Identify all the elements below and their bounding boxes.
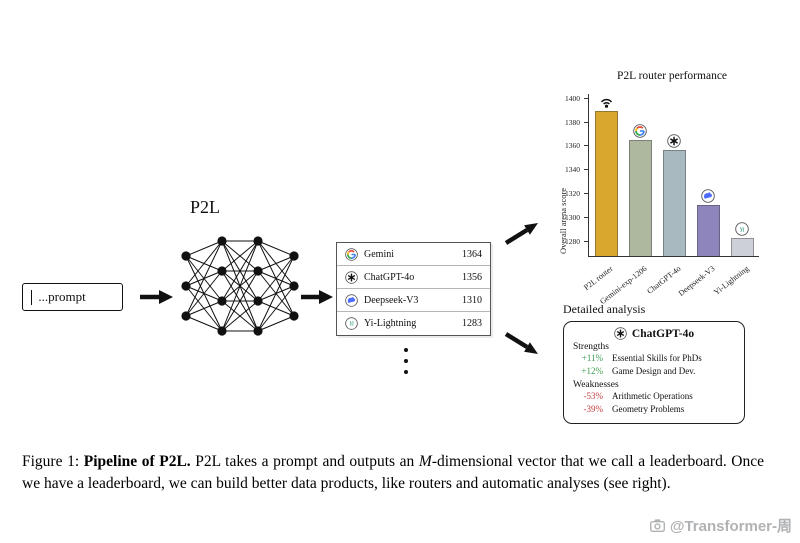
- bar-group: Yi: [727, 222, 757, 256]
- bars-group: Yi: [589, 94, 759, 256]
- model-score: 1283: [462, 318, 482, 329]
- bar-gemini-exp-1206: [628, 140, 652, 256]
- router-icon: [598, 95, 615, 109]
- leaderboard-row: Gemini 1364: [337, 243, 490, 266]
- figure-caption: Figure 1: Pipeline of P2L. P2L takes a p…: [22, 451, 764, 496]
- network-label: P2L: [190, 197, 221, 217]
- watermark-camera-icon: [649, 519, 665, 532]
- neural-network-diagram: [181, 236, 299, 336]
- y-tick-label: 1360: [565, 141, 580, 151]
- delta-value: -39%: [583, 404, 604, 415]
- strengths-label: Strengths: [573, 342, 609, 352]
- prompt-box: ...prompt: [22, 283, 123, 311]
- gemini-icon: [633, 124, 647, 139]
- y-tick-label: 1280: [565, 236, 580, 246]
- caption-body-1: P2L takes a prompt and outputs an: [190, 453, 419, 470]
- plot-area: Yi: [588, 94, 759, 257]
- y-tick-mark: [584, 97, 588, 99]
- analysis-row: +11% Essential Skills for PhDs: [573, 352, 735, 365]
- arrow-leaderboard-to-analysis-icon: [504, 332, 538, 354]
- delta-label: Arithmetic Operations: [612, 391, 693, 402]
- delta-value: +11%: [581, 353, 603, 363]
- bar-group: [693, 189, 723, 256]
- delta-value: -53%: [583, 391, 604, 402]
- arrow-prompt-to-network-icon: [140, 290, 173, 304]
- text-cursor-icon: [31, 289, 33, 305]
- caption-figure-label: Figure 1:: [22, 453, 84, 470]
- model-name: Yi-Lightning: [364, 318, 417, 329]
- y-axis: 1280 1300 1320 1340 1360 1380 1400: [552, 94, 588, 256]
- bar-chatgpt-4o: [662, 150, 686, 256]
- watermark: @Transformer-周: [649, 515, 792, 536]
- analysis-section-title: Detailed analysis: [563, 302, 646, 316]
- analysis-row: -53% Arithmetic Operations: [573, 390, 735, 403]
- svg-text:Yi: Yi: [740, 227, 745, 234]
- y-tick-mark: [584, 145, 588, 147]
- model-score: 1356: [462, 271, 482, 283]
- openai-icon: [345, 270, 358, 284]
- deepseek-icon: [701, 189, 715, 203]
- bar-p2l-router: [594, 110, 618, 256]
- analysis-header: ChatGPT-4o: [573, 327, 735, 340]
- bar-deepseek-v3: [696, 204, 720, 256]
- y-tick-label: 1340: [565, 165, 580, 175]
- analysis-row: +12% Game Design and Dev.: [573, 365, 735, 378]
- svg-text:Yi: Yi: [349, 322, 354, 328]
- model-name: Deepseek-V3: [364, 294, 419, 306]
- caption-body-2: -dimensional vector that we call a leade…: [22, 453, 765, 493]
- deepseek-icon: [345, 293, 358, 307]
- openai-icon: [667, 134, 681, 148]
- leaderboard-row: ChatGPT-4o 1356: [337, 266, 490, 289]
- model-name: ChatGPT-4o: [364, 271, 415, 283]
- x-tick-label: Deepseek-V3: [676, 264, 717, 298]
- y-tick-mark: [584, 216, 588, 218]
- delta-label: Geometry Problems: [612, 404, 685, 415]
- caption-title-bold: Pipeline of P2L.: [83, 453, 191, 470]
- y-tick-mark: [584, 169, 588, 171]
- leaderboard-row: Yi Yi-Lightning 1283: [337, 312, 490, 335]
- caption-math-var: M: [418, 453, 432, 470]
- arrow-network-to-leaderboard-icon: [301, 290, 333, 304]
- chart-title: P2L router performance: [616, 70, 728, 82]
- model-name: Gemini: [364, 248, 394, 260]
- leaderboard-card: Gemini 1364 ChatGPT-4o 1356 Deepseek-V3 1310 Y…: [336, 242, 491, 336]
- strengths-rows: +11% Essential Skills for PhDs +12% Game De…: [573, 352, 735, 378]
- delta-value: +12%: [581, 366, 603, 377]
- leaderboard-row: Deepseek-V3 1310: [337, 289, 490, 312]
- y-tick-mark: [584, 193, 588, 195]
- y-tick-mark: [584, 240, 588, 242]
- leaderboard-rows: Gemini 1364 ChatGPT-4o 1356 Deepseek-V3 1310 Y…: [337, 243, 490, 335]
- y-tick-label: 1300: [565, 212, 580, 222]
- detailed-analysis-card: ChatGPT-4o Strengths +11% Essential Skill…: [563, 321, 745, 425]
- router-performance-chart: P2L router performance Overall arena sco…: [552, 70, 768, 310]
- yi-icon: Yi: [735, 222, 749, 236]
- delta-label: Game Design and Dev.: [612, 366, 696, 377]
- y-tick-mark: [584, 121, 588, 123]
- x-tick-label: P2L router: [582, 264, 615, 293]
- openai-icon: [614, 327, 627, 340]
- model-score: 1310: [462, 294, 482, 306]
- ellipsis-icon: [404, 348, 408, 374]
- bar-group: [659, 134, 689, 256]
- analysis-row: -39% Geometry Problems: [573, 403, 735, 416]
- prompt-text: ...prompt: [38, 289, 86, 304]
- delta-label: Essential Skills for PhDs: [612, 353, 702, 363]
- analysis-model-name: ChatGPT-4o: [631, 327, 695, 340]
- arrow-leaderboard-to-chart-icon: [504, 223, 538, 245]
- yi-icon: Yi: [345, 317, 358, 330]
- watermark-text: @Transformer-周: [669, 518, 792, 535]
- bar-yi-lightning: [730, 238, 754, 256]
- x-tick-label: Yi-Lightning: [712, 264, 751, 297]
- y-tick-label: 1380: [565, 117, 580, 127]
- bar-group: [625, 124, 655, 256]
- gemini-icon: [345, 247, 358, 261]
- weaknesses-rows: -53% Arithmetic Operations -39% Geometry Pr…: [573, 390, 735, 416]
- y-tick-label: 1400: [565, 93, 580, 103]
- y-tick-label: 1320: [565, 189, 580, 199]
- model-score: 1364: [462, 248, 482, 260]
- weaknesses-label: Weaknesses: [573, 380, 619, 391]
- bar-group: [591, 95, 621, 256]
